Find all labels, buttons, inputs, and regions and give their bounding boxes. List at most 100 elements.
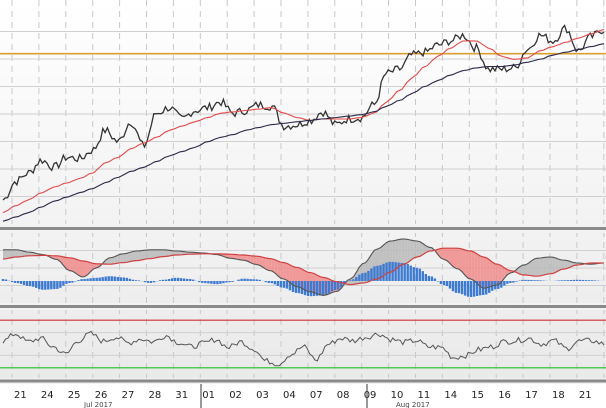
x-tick-label: 01 (202, 390, 215, 401)
oscillator-cloud-segment (69, 257, 73, 272)
oscillator-cloud-segment (564, 260, 568, 269)
x-tick-label: 26 (95, 390, 108, 401)
oscillator-panel (1, 238, 605, 297)
oscillator-cloud-segment (465, 250, 469, 279)
x-tick-label: 09 (364, 390, 377, 401)
oscillator-cloud-segment (259, 256, 263, 268)
oscillator-cloud-segment (18, 249, 22, 257)
oscillator-cloud-segment (486, 257, 490, 288)
oscillator-cloud-segment (452, 248, 457, 269)
oscillator-cloud-segment (147, 249, 151, 259)
oscillator-cloud-segment (561, 259, 565, 270)
oscillator-cloud-segment (443, 248, 447, 261)
oscillator-cloud-segment (283, 262, 287, 281)
oscillator-cloud-segment (6, 249, 10, 259)
oscillator-cloud-segment (280, 262, 284, 280)
oscillator-cloud-segment (160, 249, 164, 257)
oscillator-cloud-segment (132, 251, 136, 261)
oscillator-cloud-segment (480, 255, 484, 289)
oscillator-cloud-segment (410, 240, 414, 261)
oscillator-cloud-segment (126, 252, 130, 263)
x-tick-label: 15 (471, 390, 484, 401)
oscillator-cloud-segment (446, 248, 450, 264)
oscillator-cloud-segment (24, 251, 28, 257)
x-tick-label: 21 (579, 390, 592, 401)
oscillator-fast-line (3, 238, 605, 296)
oscillator-cloud-segment (395, 239, 399, 270)
oscillator-cloud-segment (404, 239, 408, 265)
x-tick-label: 16 (498, 390, 511, 401)
oscillator-cloud-segment (477, 254, 481, 287)
oscillator-cloud-segment (262, 257, 266, 270)
x-axis-background (0, 384, 606, 408)
oscillator-cloud-segment (256, 256, 260, 266)
oscillator-cloud-segment (498, 264, 502, 285)
oscillator-cloud-segment (54, 255, 58, 260)
x-tick-label: 28 (149, 390, 162, 401)
oscillator-cloud-segment (489, 259, 493, 288)
oscillator-cloud-segment (555, 258, 559, 273)
oscillator-cloud-segment (247, 255, 251, 263)
oscillator-cloud-segment (235, 254, 239, 260)
price-panel (0, 24, 606, 222)
oscillator-cloud-segment (84, 261, 88, 277)
oscillator-cloud-segment (519, 265, 523, 275)
oscillator-cloud-segment (169, 250, 173, 256)
oscillator-cloud-segment (9, 249, 13, 259)
momentum-panel (0, 319, 606, 369)
oscillator-cloud-segment (274, 259, 278, 276)
oscillator-cloud-segment (543, 257, 547, 276)
x-axis: 21 24 25 26 27 28 31 01 02 03 04 07 08 09 10 11 14 15 16 17… (0, 384, 606, 408)
x-tick-label: 24 (41, 390, 54, 401)
oscillator-cloud-segment (286, 263, 290, 283)
oscillator-cloud-segment (172, 250, 176, 256)
oscillator-cloud-segment (244, 255, 248, 262)
oscillator-cloud-segment (21, 250, 25, 257)
moving-average-slow-line (2, 43, 605, 222)
oscillator-cloud-segment (407, 239, 411, 263)
oscillator-cloud-segment (12, 249, 16, 258)
panel-separators (0, 224, 606, 384)
oscillator-cloud-segment (416, 240, 420, 258)
x-tick-label: 07 (310, 390, 323, 401)
oscillator-cloud-segment (471, 251, 475, 281)
x-tick-label: 08 (337, 390, 350, 401)
oscillator-cloud-segment (271, 258, 275, 273)
oscillator-cloud-segment (157, 249, 161, 258)
oscillator-cloud-segment (437, 248, 441, 259)
oscillator-cloud-segment (567, 260, 571, 269)
month-label: Aug 2017 (396, 401, 430, 408)
x-tick-label: 03 (256, 390, 269, 401)
oscillator-cloud-segment (440, 248, 444, 260)
oscillator-cloud-segment (87, 261, 91, 275)
oscillator-cloud-segment (30, 252, 34, 256)
x-tick-label: 18 (552, 390, 565, 401)
oscillator-cloud-segment (546, 257, 550, 275)
oscillator-cloud-segment (468, 250, 472, 280)
oscillator-cloud-segment (540, 257, 544, 276)
oscillator-cloud-segment (60, 256, 64, 266)
oscillator-cloud-segment (531, 258, 535, 277)
oscillator-cloud-segment (549, 257, 553, 274)
oscillator-cloud-segment (178, 251, 182, 255)
x-tick-label: 04 (283, 390, 296, 401)
x-tick-label: 14 (444, 390, 457, 401)
oscillator-cloud-segment (138, 250, 142, 261)
oscillator-cloud-segment (558, 259, 562, 271)
oscillator-cloud-segment (72, 258, 76, 274)
oscillator-cloud-segment (501, 265, 505, 283)
x-tick-label: 27 (122, 390, 135, 401)
oscillator-cloud-segment (81, 260, 85, 277)
oscillator-cloud-segment (3, 249, 7, 259)
oscillator-cloud-segment (492, 262, 496, 286)
oscillator-cloud-segment (459, 248, 463, 272)
oscillator-cloud-segment (141, 250, 145, 260)
oscillator-cloud-segment (108, 257, 112, 265)
oscillator-cloud-segment (114, 255, 118, 264)
oscillator-cloud-segment (462, 249, 466, 276)
oscillator-cloud-segment (57, 255, 61, 262)
oscillator-cloud-segment (525, 263, 529, 276)
oscillator-cloud-segment (226, 254, 230, 259)
oscillator-cloud-segment (277, 261, 281, 279)
